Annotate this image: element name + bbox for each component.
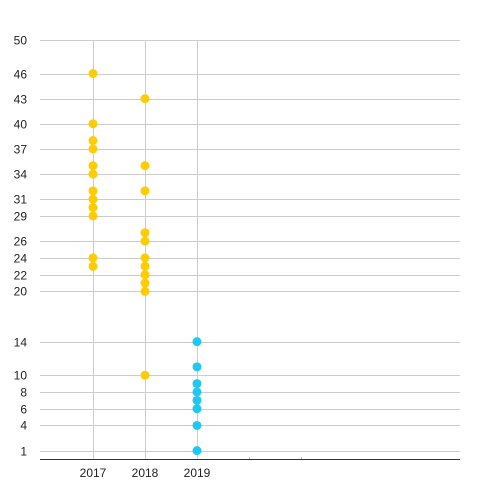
y-tick-label: 40 <box>14 118 28 132</box>
data-point <box>88 261 98 271</box>
data-point <box>88 136 98 146</box>
data-point <box>192 446 202 456</box>
data-point <box>140 186 150 196</box>
data-point <box>140 253 150 263</box>
data-point <box>88 211 98 221</box>
data-point <box>88 186 98 196</box>
y-tick-label: 37 <box>14 143 28 157</box>
y-tick-label: 22 <box>14 269 28 283</box>
x-axis-labels: 2017 2018 2019 <box>80 466 211 480</box>
x-tick-label: 2018 <box>132 466 159 480</box>
data-point <box>88 119 98 129</box>
data-point <box>140 270 150 280</box>
data-point <box>140 286 150 296</box>
data-point <box>192 420 202 430</box>
data-point <box>140 236 150 246</box>
data-point <box>88 69 98 79</box>
data-point <box>88 253 98 263</box>
y-tick-label: 46 <box>14 68 28 82</box>
y-tick-label: 26 <box>14 235 28 249</box>
y-tick-label: 29 <box>14 210 28 224</box>
data-point <box>192 395 202 405</box>
y-tick-label: 43 <box>14 93 28 107</box>
y-tick-label: 4 <box>20 419 27 433</box>
y-tick-label: 6 <box>20 403 27 417</box>
x-tick-label: 2019 <box>184 466 211 480</box>
data-point <box>140 261 150 271</box>
y-tick-label: 31 <box>14 193 28 207</box>
data-point <box>140 161 150 171</box>
y-tick-label: 1 <box>20 445 27 459</box>
y-tick-label: 50 <box>14 34 28 48</box>
y-tick-label: 24 <box>14 252 28 266</box>
data-point <box>192 379 202 389</box>
data-point <box>192 362 202 372</box>
data-point <box>88 144 98 154</box>
data-point <box>140 94 150 104</box>
y-tick-label: 8 <box>20 386 27 400</box>
x-tick-label: 2017 <box>80 466 107 480</box>
data-point <box>140 278 150 288</box>
data-point <box>88 161 98 171</box>
data-point <box>192 387 202 397</box>
y-tick-label: 34 <box>14 168 28 182</box>
y-tick-label: 14 <box>14 336 28 350</box>
data-point <box>140 370 150 380</box>
y-tick-label: 20 <box>14 285 28 299</box>
data-points <box>88 69 202 456</box>
data-point <box>88 203 98 213</box>
grid-lines <box>40 40 460 459</box>
data-point <box>192 404 202 414</box>
data-point <box>88 169 98 179</box>
y-tick-label: 10 <box>14 369 28 383</box>
data-point <box>192 337 202 347</box>
data-point <box>88 194 98 204</box>
data-point <box>140 228 150 238</box>
